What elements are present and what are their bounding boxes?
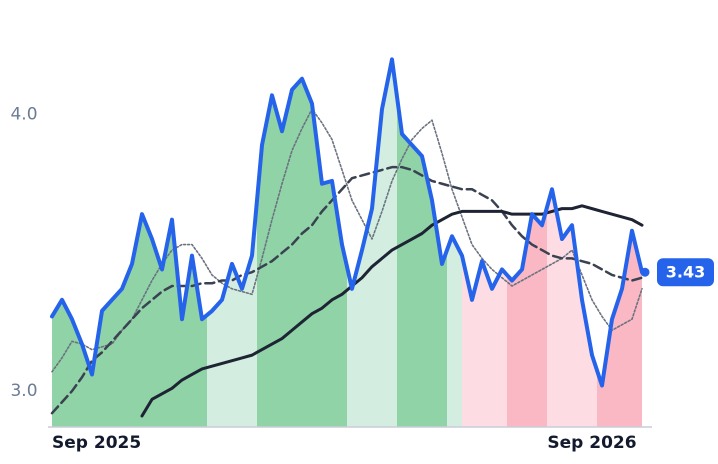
price-line [50,57,644,388]
last-price-pill [657,258,714,287]
moving-average-line [50,165,644,415]
y-tick-label: 4.0 [10,105,37,125]
regime-band [447,59,462,427]
regime-band [52,59,207,427]
last-price-label: 3.43 [666,263,705,282]
y-tick-label: 3.0 [10,381,37,401]
x-tick-label: Sep 2026 [547,433,636,453]
moving-average-line [51,108,643,373]
last-price-dot [640,267,650,277]
regime-band [397,59,447,427]
moving-average-line [140,204,644,418]
regime-band [462,59,507,427]
x-tick-label: Sep 2025 [52,433,141,453]
